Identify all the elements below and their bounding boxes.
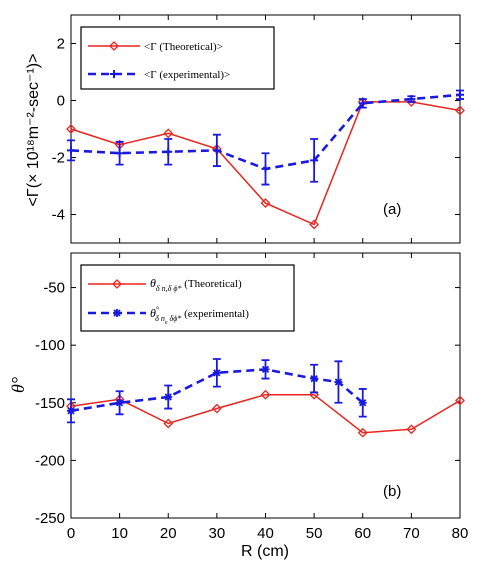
x-axis-label: R (cm) xyxy=(241,543,289,560)
panel-b-plot-area xyxy=(66,358,465,438)
legend-sub: δ n,δ ϕ* xyxy=(156,284,182,293)
series-line-0 xyxy=(70,101,461,226)
x-tick-label: 50 xyxy=(306,525,323,542)
legend-sample-experimental-phase xyxy=(88,309,146,317)
y-tick-label: -150 xyxy=(35,395,65,412)
y-tick-label: 2 xyxy=(57,36,65,53)
x-tick-label: 80 xyxy=(452,525,469,542)
legend-label-theoretical: <Γ (Theoretical)> xyxy=(144,41,223,53)
data-point xyxy=(407,95,416,104)
panel-b-y-axis-label: θ° xyxy=(8,377,28,393)
legend-theta: θ xyxy=(150,276,156,290)
series-line-1 xyxy=(70,368,364,413)
y-tick-label: -50 xyxy=(43,280,65,297)
data-point xyxy=(309,219,320,230)
data-point xyxy=(115,398,124,407)
data-point xyxy=(212,146,221,155)
data-point xyxy=(334,378,343,387)
legend-label-experimental: <Γ (experimental)> xyxy=(144,69,230,81)
x-tick-label: 40 xyxy=(257,525,274,542)
x-tick-label: 20 xyxy=(160,525,177,542)
legend-label-experimental-phase: θ° δ ne δϕ* (experimental) xyxy=(150,305,249,326)
y-tick-label: -250 xyxy=(35,510,65,527)
data-point xyxy=(406,424,417,435)
y-tick-label: 0 xyxy=(57,93,65,110)
data-point xyxy=(67,406,75,415)
x-tick-label: 0 xyxy=(67,525,75,542)
panel-b-legend: θδ n,δ ϕ* (Theoretical) θ° δ ne δϕ* (expe… xyxy=(80,264,295,332)
legend-theta: θ xyxy=(150,306,156,320)
legend-sub2: δϕ* xyxy=(168,314,182,323)
panel-b-tag: (b) xyxy=(383,483,401,500)
legend-label-theoretical-phase: θδ n,δ ϕ* (Theoretical) xyxy=(150,276,242,293)
panel-a-y-ticks: -4 -2 0 2 xyxy=(52,36,460,224)
panel-a-legend: <Γ (Theoretical)> <Γ (experimental)> xyxy=(80,26,275,90)
data-point xyxy=(164,393,173,402)
series-line-0 xyxy=(70,393,461,434)
data-point xyxy=(310,374,319,383)
data-point xyxy=(358,99,367,108)
data-point xyxy=(357,427,368,438)
panel-b-y-ticks: -250 -200 -150 -100 -50 xyxy=(35,280,460,527)
panel-b-x-ticks: 0 10 20 30 40 50 60 70 80 xyxy=(67,253,469,542)
data-point xyxy=(211,403,222,414)
x-tick-label: 70 xyxy=(403,525,420,542)
data-point xyxy=(66,124,76,134)
x-tick-label: 30 xyxy=(209,525,226,542)
data-point xyxy=(456,90,464,99)
data-point xyxy=(67,146,75,155)
y-tick-label: -4 xyxy=(52,207,65,224)
panel-a-x-ticks xyxy=(70,15,461,243)
data-point xyxy=(163,128,174,139)
panel-a-legend-box xyxy=(80,26,275,90)
panel-a-y-axis-label: <Γ(× 10¹⁸m⁻²-sec⁻¹)> xyxy=(25,54,42,207)
data-point xyxy=(260,198,271,209)
data-point xyxy=(309,389,320,400)
panel-a: -4 -2 0 2 (a) <Γ(× 10¹⁸m⁻²-sec⁻¹)> <Γ (Theo… xyxy=(25,14,465,244)
panel-b: -250 -200 -150 -100 -50 0 10 20 30 40 50 60 70 80 (b… xyxy=(8,252,469,560)
legend-marker xyxy=(110,70,118,78)
data-point xyxy=(455,105,465,116)
legend-marker xyxy=(109,41,119,51)
data-point xyxy=(212,368,221,377)
legend-sup: ° xyxy=(156,305,159,314)
data-point xyxy=(260,389,271,400)
legend-sub: δ n xyxy=(155,314,165,323)
legend-sample-experimental xyxy=(88,70,140,78)
legend-subsub: e xyxy=(165,320,168,326)
data-point xyxy=(358,398,367,407)
data-point xyxy=(455,395,465,406)
panel-a-plot-area xyxy=(66,89,465,230)
legend-marker xyxy=(112,279,122,289)
data-point xyxy=(310,156,319,165)
y-tick-label: -2 xyxy=(52,150,65,167)
legend-sample-theoretical xyxy=(88,41,140,51)
panel-b-legend-box xyxy=(80,264,295,332)
data-point xyxy=(115,149,124,158)
y-tick-label: -200 xyxy=(35,452,65,469)
legend-rest: (Theoretical) xyxy=(181,278,241,290)
data-point xyxy=(261,164,270,173)
data-point xyxy=(261,365,270,374)
data-point xyxy=(163,418,174,429)
y-tick-label: -100 xyxy=(35,337,65,354)
x-tick-label: 10 xyxy=(111,525,128,542)
legend-rest: (experimental) xyxy=(181,308,249,320)
legend-sample-theoretical-phase xyxy=(88,279,146,289)
legend-marker xyxy=(113,309,121,317)
data-point xyxy=(164,147,173,156)
panel-a-tag: (a) xyxy=(383,201,401,218)
x-tick-label: 60 xyxy=(354,525,371,542)
